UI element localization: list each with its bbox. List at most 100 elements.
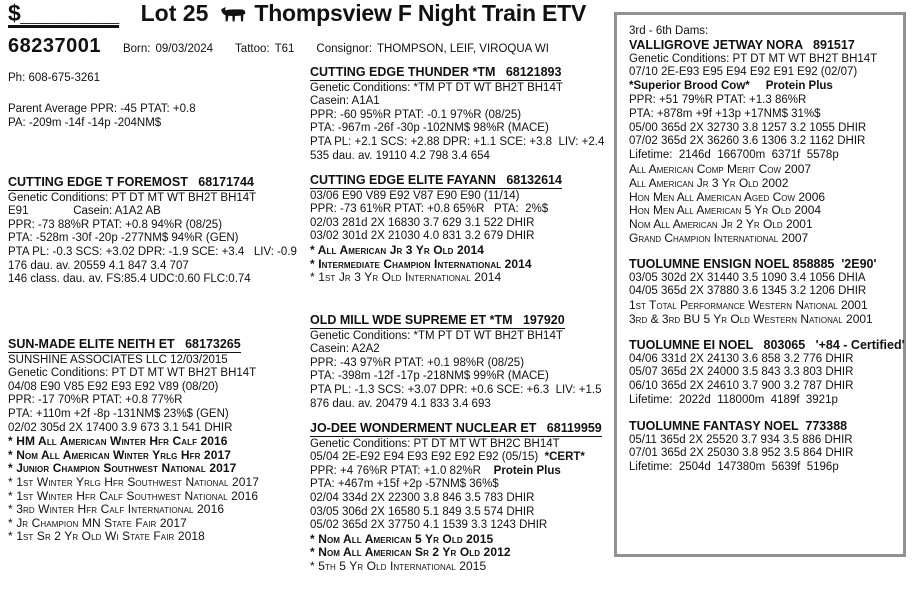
award-line: * 1st Winter Yrlg Hfr Southwest National… (8, 474, 260, 489)
dams-entry-line: Lifetime: 2022d 118000m 4189f 3921p (629, 393, 838, 406)
pedigree-line: 146 class. dau. av. FS:85.4 UDC:0.60 FLC… (8, 273, 251, 286)
dams-entry-line: 07/10 2E-E93 E95 E94 E92 E91 E92 (02/07) (629, 66, 858, 79)
dam-lines: SUNSHINE ASSOCIATES LLC 12/03/2015 Geneti… (8, 354, 308, 436)
dams-entry-award-line: 1st Total Performance Western National 2… (629, 298, 868, 313)
pedigree-line: 02/02 305d 2X 17400 3.9 673 3.1 541 DHIR (8, 421, 233, 434)
dams-entry-line: 03/05 302d 2X 31440 3.5 1090 3.4 1056 DH… (629, 271, 866, 284)
consignor-label: Consignor: (316, 43, 373, 55)
lot-header: $________ Lot 25 Thompsview F Night Trai… (8, 0, 608, 57)
dams-entry-line: Lifetime: 2146d 166700m 6371f 5578p (629, 149, 839, 162)
maternal-grandsire-lines: Genetic Conditions: *TM PT DT WT BH2T BH… (310, 330, 610, 412)
pedigree-line: E91 Casein: A1A2 AB (8, 205, 161, 218)
pedigree-line: Casein: A2A2 (310, 343, 380, 356)
pedigree-block-paternal-grandsire: CUTTING EDGE THUNDER *TM 68121893 Geneti… (310, 65, 610, 164)
dams-entry-line: PTA: +878m +9f +13p +17NM$ 31%$ (629, 107, 821, 120)
maternal-granddam-ppr-row: PPR: +4 76%R PTAT: +1.0 82%R Protein Plu… (310, 465, 610, 479)
pedigree-line: 05/02 365d 2X 37750 4.1 1539 3.3 1243 DH… (310, 519, 548, 532)
pedigree-line: 535 dau. av. 19110 4.2 798 3.4 654 (310, 149, 490, 162)
pedigree-block-maternal-grandsire: OLD MILL WDE SUPREME ET *TM 197920 Genet… (310, 313, 610, 412)
sire-lines: Genetic Conditions: PT DT MT WT BH2T BH1… (8, 192, 308, 287)
dams-entry-award-line: Hon Men All American Aged Cow 2006 (629, 189, 826, 204)
award-line: * HM All American Winter Hfr Calf 2016 (8, 434, 228, 449)
consignor-field: Consignor: THOMPSON, LEIF, VIROQUA WI (316, 43, 549, 55)
dams-entry-name: TUOLUMNE FANTASY NOEL 773388 (629, 418, 848, 433)
pedigree-line: 04/08 E90 V85 E92 E93 E92 V89 (08/20) (8, 380, 219, 393)
pedigree-line: Genetic Conditions: PT DT MT WT BH2T BH1… (8, 367, 257, 380)
dams-entry-award-line: Nom All American Jr 2 Yr Old 2001 (629, 217, 813, 232)
award-line: * Nom All American 5 Yr Old 2015 (310, 531, 494, 546)
maternal-grandsire-name: OLD MILL WDE SUPREME ET *TM 197920 (310, 313, 565, 329)
pedigree-line: PPR: -17 70%R PTAT: +0.8 77%R (8, 394, 183, 407)
award-line: * Intermediate Champion International 20… (310, 256, 532, 271)
paternal-grandsire-lines: Genetic Conditions: *TM PT DT WT BH2T BH… (310, 82, 610, 164)
cert-badge: *CERT* (544, 451, 585, 464)
born-field: Born: 09/03/2024 (123, 43, 213, 55)
dams-entry-line: 07/01 365d 2X 25030 3.8 952 3.5 864 DHIR (629, 447, 854, 460)
dam-name: SUN-MADE ELITE NEITH ET 68173265 (8, 337, 241, 353)
pedigree-line: PPR: -73 61%R PTAT: +0.8 65%R PTA: 2%$ (310, 203, 549, 216)
maternal-granddam-classification-row: 05/04 2E-E92 E94 E93 E92 E92 E92 (05/15)… (310, 451, 610, 465)
dams-entry-list: VALLIGROVE JETWAY NORA 891517 Genetic Con… (629, 37, 905, 475)
pedigree-line: Casein: A1A1 (310, 95, 380, 108)
parent-average-block: Parent Average PPR: -45 PTAT: +0.8 PA: -… (8, 102, 196, 130)
pedigree-block-dam: SUN-MADE ELITE NEITH ET 68173265 SUNSHIN… (8, 337, 308, 544)
pedigree-line: 03/05 306d 2X 16580 5.1 849 3.5 574 DHIR (310, 505, 535, 518)
award-line: * Nom All American Sr 2 Yr Old 2012 (310, 545, 511, 560)
pedigree-line: 02/04 334d 2X 22300 3.8 846 3.5 783 DHIR (310, 491, 535, 504)
pedigree-block-paternal-granddam: CUTTING EDGE ELITE FAYANN 68132614 03/06… (310, 173, 610, 285)
dams-entry-line: 07/02 365d 2X 36260 3.6 1306 3.2 1162 DH… (629, 135, 866, 148)
pedigree-line: PPR: -43 97%R PTAT: +0.1 98%R (08/25) (310, 356, 525, 369)
maternal-granddam-lines: Genetic Conditions: PT DT MT WT BH2C BH1… (310, 438, 610, 452)
pedigree-line: Genetic Conditions: PT DT MT WT BH2T BH1… (8, 191, 257, 204)
dams-entry-award-line: Hon Men All American 5 Yr Old 2004 (629, 203, 822, 218)
pedigree-block-sire: CUTTING EDGE T FOREMOST 68171744 Genetic… (8, 175, 308, 287)
born-label: Born: (122, 43, 151, 55)
award-line: * 1st Sr 2 Yr Old Wi State Fair 2018 (8, 529, 205, 544)
paternal-grandsire-name: CUTTING EDGE THUNDER *TM 68121893 (310, 65, 562, 81)
maternal-granddam-ppr: PPR: +4 76%R PTAT: +1.0 82%R (310, 464, 481, 477)
pedigree-line: PTA PL: +2.1 SCS: +2.88 DPR: +1.1 SCE: +… (310, 135, 605, 148)
dams-entry-spacer (629, 408, 893, 420)
pedigree-line: PTA PL: -0.3 SCS: +3.02 DPR: -1.9 SCE: +… (8, 245, 297, 258)
lot-header-top-row: $________ Lot 25 Thompsview F Night Trai… (8, 0, 608, 32)
parent-average-line-1: Parent Average PPR: -45 PTAT: +0.8 (8, 103, 196, 115)
pedigree-line: 176 dau. av. 20559 4.1 847 3.4 707 (8, 259, 189, 272)
dams-entry: TUOLUMNE EI NOEL 803065 '+84 - Certified… (629, 337, 905, 408)
maternal-granddam-lines2: PTA: +467m +15f +2p -57NM$ 36%$ 02/04 334… (310, 478, 610, 532)
pedigree-line: PPR: -60 95%R PTAT: -0.1 97%R (08/25) (310, 108, 522, 121)
maternal-granddam-classification: 05/04 2E-E92 E94 E93 E92 E92 E92 (05/15) (310, 451, 539, 464)
dams-entry-line: Genetic Conditions: PT DT MT WT BH2T BH1… (629, 52, 878, 65)
paternal-granddam-lines: 03/06 E90 V89 E92 V87 E90 E90 (11/14) PPR… (310, 190, 610, 244)
dams-panel: 3rd - 6th Dams: VALLIGROVE JETWAY NORA 8… (614, 12, 906, 557)
tattoo-label: Tattoo: (235, 43, 270, 55)
price-blank-field[interactable]: $________ (8, 0, 119, 28)
award-line: * All American Jr 3 Yr Old 2014 (310, 242, 485, 257)
sire-name: CUTTING EDGE T FOREMOST 68171744 (8, 175, 254, 191)
parent-average-line-2: PA: -209m -14f -14p -204NM$ (8, 117, 162, 129)
dams-entry-name: VALLIGROVE JETWAY NORA 891517 (629, 37, 855, 52)
award-line: * 1st Jr 3 Yr Old International 2014 (310, 270, 502, 285)
dams-entry-award-line: All American Jr 3 Yr Old 2002 (629, 175, 789, 190)
award-line: * 1st Winter Hfr Calf Southwest National… (8, 488, 259, 503)
dams-entry-line: 05/11 365d 2X 25520 3.7 934 3.5 886 DHIR (629, 433, 853, 446)
dams-entry-name: TUOLUMNE EI NOEL 803065 '+84 - Certified… (629, 337, 905, 352)
dams-entry: VALLIGROVE JETWAY NORA 891517 Genetic Con… (629, 37, 893, 246)
dams-panel-title: 3rd - 6th Dams: (629, 25, 709, 37)
pedigree-line: PTA: +467m +15f +2p -57NM$ 36%$ (310, 478, 499, 491)
dams-entry-name: TUOLUMNE ENSIGN NOEL 858885 '2E90' (629, 256, 877, 271)
award-line: * Nom All American Winter Yrlg Hfr 2017 (8, 447, 232, 462)
award-line: * Junior Champion Southwest National 201… (8, 461, 237, 476)
dams-entry-award-line: All American Comp Merit Cow 2007 (629, 161, 812, 176)
cow-icon (220, 5, 246, 28)
maternal-granddam-name: JO-DEE WONDERMENT NUCLEAR ET 68119959 (310, 421, 602, 437)
dams-entry: TUOLUMNE FANTASY NOEL 773388 05/11 365d 2… (629, 418, 893, 475)
dams-entry-spacer (629, 327, 893, 339)
consignor-phone: Ph: 608-675-3261 (8, 72, 101, 84)
pedigree-line: PPR: -73 88%R PTAT: +0.8 94%R (08/25) (8, 218, 223, 231)
dams-entry-award-line: Grand Champion International 2007 (629, 230, 809, 245)
award-line: * Jr Champion MN State Fair 2017 (8, 515, 187, 530)
pedigree-block-maternal-granddam: JO-DEE WONDERMENT NUCLEAR ET 68119959 Ge… (310, 421, 610, 574)
consignor-value: THOMPSON, LEIF, VIROQUA WI (377, 43, 549, 55)
award-line: * 3rd Winter Hfr Calf International 2016 (8, 502, 225, 517)
